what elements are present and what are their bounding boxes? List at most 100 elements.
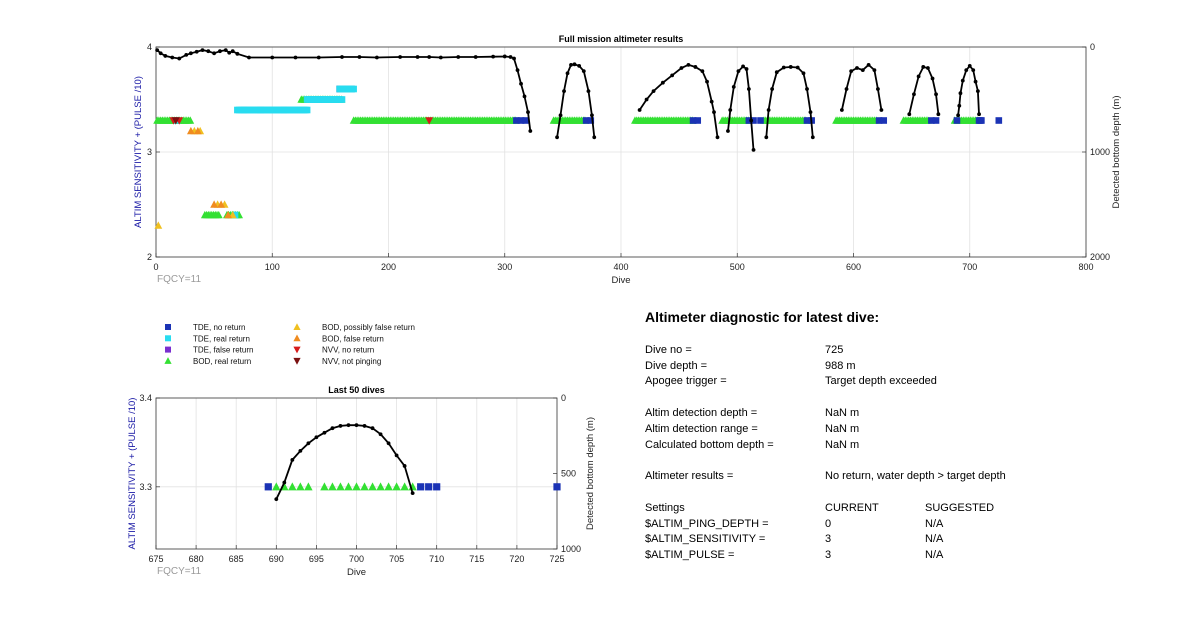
calc-depth-label: Calculated bottom depth = (645, 438, 774, 451)
depth-point (555, 135, 559, 140)
marker-bod-real-return (186, 116, 195, 124)
x-axis-label: Dive (347, 567, 366, 578)
y2-tick-label: 0 (561, 393, 566, 403)
depth-point (577, 64, 582, 68)
x-tick-label: 680 (189, 554, 204, 564)
dive-no-label: Dive no = (645, 343, 692, 356)
y2-axis-label: Detected bottom depth (m) (1111, 96, 1122, 209)
legend-label: BOD, possibly false return (322, 323, 415, 332)
marker-bod-real-return (272, 482, 281, 491)
x-tick-label: 300 (497, 262, 512, 272)
x-axis-label: Dive (611, 275, 630, 286)
marker-tde-no-return (264, 483, 272, 491)
depth-point (810, 135, 815, 140)
legend-marker (293, 357, 301, 365)
x-tick-label: 500 (730, 262, 745, 272)
marker-tde-no-return (433, 483, 441, 491)
legend-marker (165, 335, 171, 342)
detect-range-label: Altim detection range = (645, 422, 758, 435)
marker-tde-no-return (745, 117, 753, 124)
depth-point (410, 491, 415, 496)
marker-tde-no-return (953, 117, 961, 124)
x-tick-label: 0 (153, 262, 158, 272)
marker-bod-false-return (210, 200, 219, 208)
depth-point (660, 80, 665, 85)
depth-line (908, 65, 940, 115)
depth-point (519, 81, 523, 86)
marker-bod-real-return (344, 482, 353, 491)
marker-tde-no-return (587, 117, 595, 124)
depth-point (977, 112, 981, 117)
depth-point (322, 430, 327, 435)
depth-point (590, 113, 594, 118)
depth-point (306, 441, 311, 446)
depth-point (438, 55, 443, 60)
depth-point (357, 55, 362, 59)
legend-label: TDE, false return (193, 346, 253, 355)
depth-point (398, 55, 403, 59)
depth-point (637, 108, 642, 112)
diagnostic-title: Altimeter diagnostic for latest dive: (645, 309, 880, 325)
results-label: Altimeter results = (645, 470, 734, 483)
marker-tde-real-return (303, 106, 311, 114)
depth-point (872, 68, 877, 72)
ping-depth-row: $ALTIM_PING_DEPTH = 0 N/A (645, 517, 1165, 533)
dive-depth-value: 988 m (825, 359, 856, 372)
depth-point (839, 108, 844, 112)
depth-point (565, 71, 570, 76)
depth-point (693, 65, 698, 69)
depth-point (651, 89, 656, 93)
depth-point (354, 423, 359, 428)
marker-tde-no-return (425, 483, 433, 491)
marker-tde-no-return (582, 117, 590, 124)
depth-point (686, 62, 691, 67)
dive-no-row: Dive no = 725 (645, 343, 1165, 359)
depth-point (879, 108, 884, 112)
depth-point (746, 87, 751, 91)
depth-point (200, 48, 205, 53)
y2-tick-label: 0 (1090, 42, 1095, 52)
depth-point (206, 49, 211, 54)
x-tick-label: 710 (429, 554, 444, 564)
depth-point (293, 55, 298, 60)
x-tick-label: 800 (1078, 262, 1093, 272)
depth-point (212, 51, 217, 56)
marker-nvv-no-return (425, 117, 434, 125)
depth-point (912, 92, 916, 97)
marker-bod-real-return (336, 482, 345, 491)
depth-line (765, 66, 814, 138)
depth-point (177, 56, 182, 61)
apogee-value: Target depth exceeded (825, 375, 937, 388)
depth-point (728, 108, 733, 112)
marker-tde-no-return (517, 117, 525, 124)
depth-point (930, 76, 935, 81)
depth-point (415, 55, 420, 59)
depth-point (502, 54, 507, 59)
depth-point (866, 62, 871, 67)
depth-point (188, 51, 193, 56)
depth-point (736, 69, 741, 74)
depth-point (346, 423, 351, 428)
depth-point (715, 135, 720, 140)
depth-point (235, 51, 240, 56)
marker-bod-real-return (296, 482, 305, 491)
marker-nvv-not-pinging (171, 117, 180, 125)
depth-point (936, 112, 941, 117)
y2-axis-label: Detected bottom depth (m) (585, 417, 596, 530)
x-tick-label: 600 (846, 262, 861, 272)
dive-depth-label: Dive depth = (645, 359, 708, 372)
marker-bod-real-return (352, 482, 361, 491)
legend-marker (165, 346, 171, 353)
depth-point (247, 55, 251, 60)
marker-bod-false-return (186, 126, 195, 135)
y-axis-label: ALTIM SENSITIVITY + (PULSE /10) (133, 76, 144, 228)
detect-depth-label: Altim detection depth = (645, 406, 758, 419)
marker-bod-false-return (193, 126, 202, 135)
depth-point (788, 65, 793, 69)
depth-point (491, 54, 496, 59)
marker-bod-false-return (224, 210, 232, 219)
depth-point (764, 135, 769, 140)
y-tick-label: 4 (147, 42, 152, 52)
y2-tick-label: 1000 (1090, 147, 1110, 157)
depth-point (907, 112, 912, 117)
